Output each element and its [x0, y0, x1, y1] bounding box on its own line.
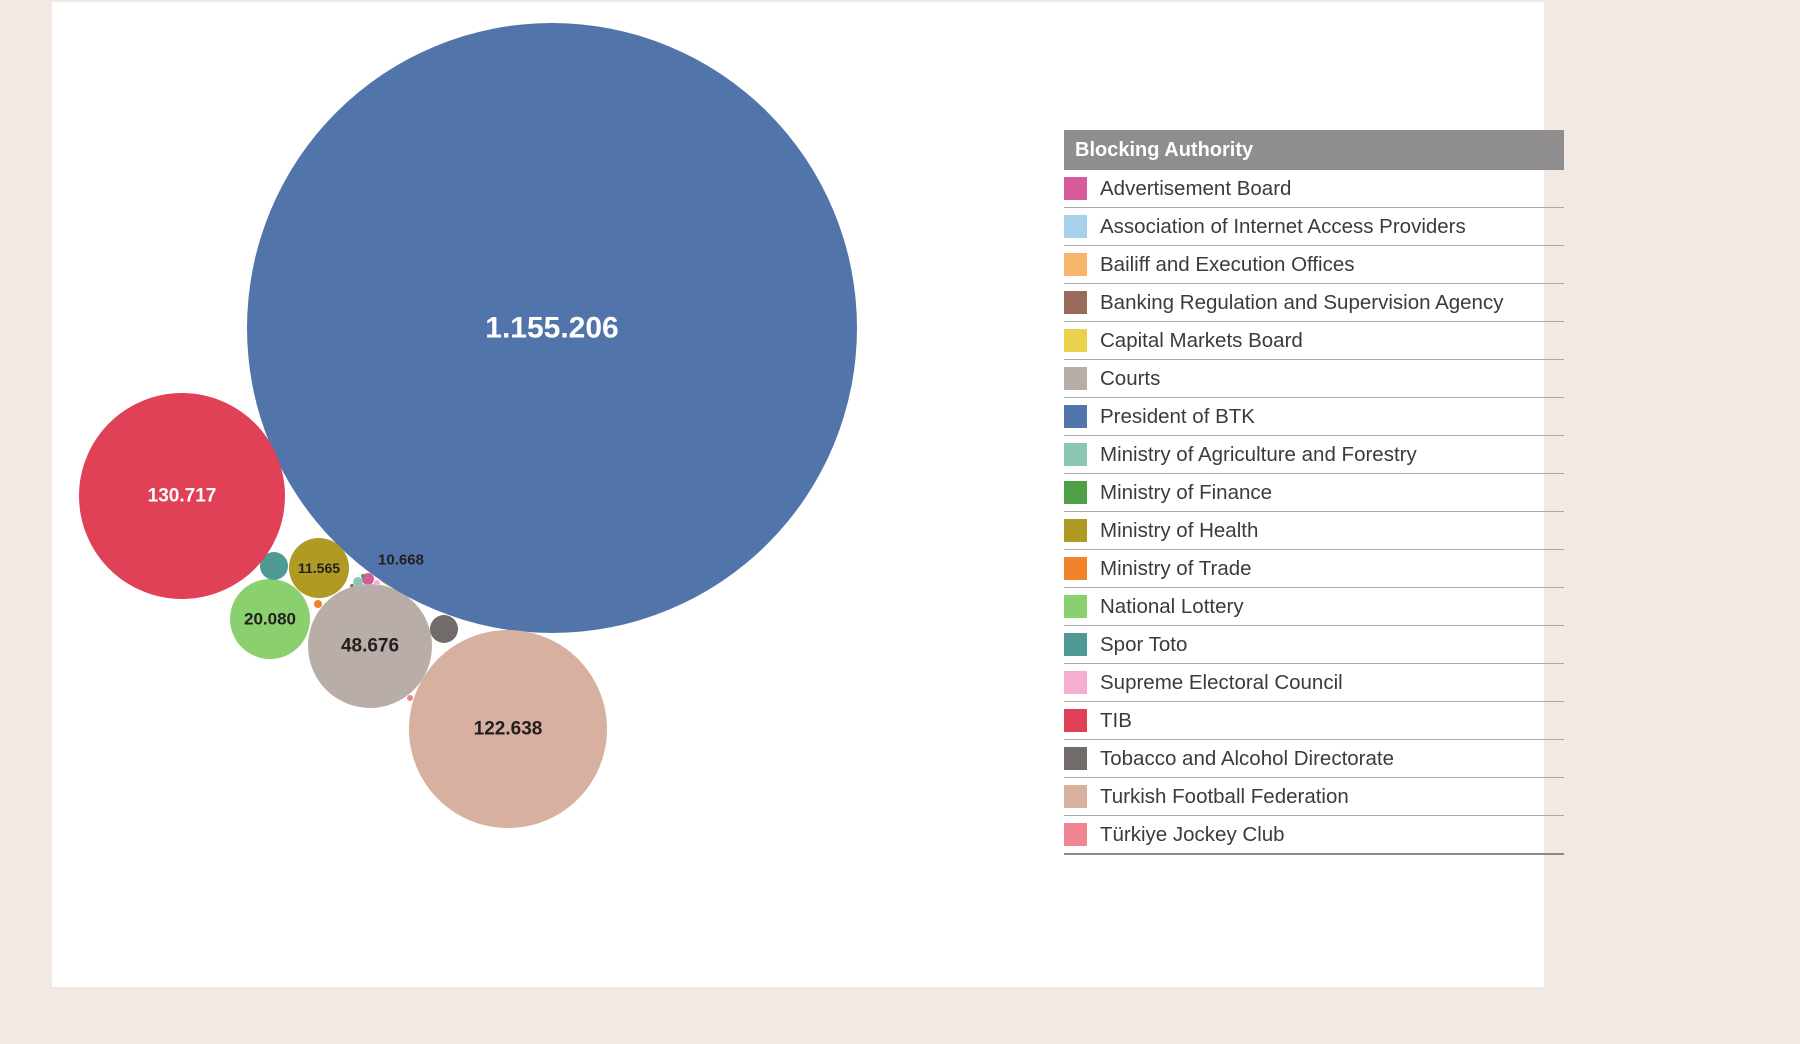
legend-swatch	[1064, 329, 1087, 352]
legend-swatch	[1064, 709, 1087, 732]
legend-item-national-lottery: National Lottery	[1064, 588, 1564, 626]
legend-item-ministry-of-trade: Ministry of Trade	[1064, 550, 1564, 588]
legend-swatch	[1064, 595, 1087, 618]
bubble-turkiye-jockey-club	[407, 695, 413, 701]
data-label-ministry-of-health: 11.565	[298, 560, 340, 576]
data-label-courts: 48.676	[341, 636, 399, 657]
legend-swatch	[1064, 633, 1087, 656]
bubble-ministry-of-trade	[314, 600, 322, 608]
legend-swatch	[1064, 785, 1087, 808]
data-label-tib: 130.717	[148, 486, 217, 507]
legend-swatch	[1064, 519, 1087, 542]
legend-label: Courts	[1100, 366, 1161, 390]
data-label-president-of-btk: 1.155.206	[485, 312, 618, 345]
legend-item-ministry-of-finance: Ministry of Finance	[1064, 474, 1564, 512]
chart-panel: 10.668 48.676 1.155.206 11.565 20.080 130.717…	[52, 2, 1564, 987]
bubble-president-of-btk	[247, 23, 857, 633]
data-label-national-lottery: 20.080	[244, 610, 296, 629]
legend-item-turkish-football-federation: Turkish Football Federation	[1064, 778, 1564, 816]
legend-item-advertisement-board: Advertisement Board	[1064, 170, 1564, 208]
data-label-capital-markets-board: 10.668	[378, 552, 424, 569]
bubble-national-lottery	[230, 579, 310, 659]
legend-item-courts: Courts	[1064, 360, 1564, 398]
legend-item-ministry-of-health: Ministry of Health	[1064, 512, 1564, 550]
legend-item-association-of-internet-access-providers: Association of Internet Access Providers	[1064, 208, 1564, 246]
legend-label: President of BTK	[1100, 404, 1255, 428]
legend-label: Ministry of Agriculture and Forestry	[1100, 442, 1417, 466]
legend-item-ministry-of-agriculture-and-forestry: Ministry of Agriculture and Forestry	[1064, 436, 1564, 474]
bubble-chart: 10.668 48.676 1.155.206 11.565 20.080 130.717…	[79, 23, 857, 828]
legend-swatch	[1064, 443, 1087, 466]
bubble-courts	[308, 584, 432, 708]
legend-label: TIB	[1100, 708, 1132, 732]
legend-swatch	[1064, 215, 1087, 238]
legend-label: National Lottery	[1100, 594, 1244, 618]
legend: Blocking Authority Advertisement Board As…	[1064, 130, 1564, 855]
legend-label: Turkish Football Federation	[1100, 784, 1349, 808]
legend-label: Tobacco and Alcohol Directorate	[1100, 746, 1395, 770]
legend-swatch	[1064, 823, 1087, 846]
legend-swatch	[1064, 367, 1087, 390]
legend-item-tobacco-and-alcohol-directorate: Tobacco and Alcohol Directorate	[1064, 740, 1564, 778]
legend-label: Bailiff and Execution Offices	[1100, 252, 1355, 276]
legend-title: Blocking Authority	[1064, 130, 1564, 170]
legend-swatch	[1064, 405, 1087, 428]
data-label-turkish-football-federation: 122.638	[474, 719, 543, 740]
bubble-tobacco-and-alcohol-directorate	[430, 615, 458, 643]
bubble-supreme-electoral-council	[374, 580, 380, 586]
legend-item-tib: TIB	[1064, 702, 1564, 740]
legend-label: Ministry of Health	[1100, 518, 1259, 542]
legend-swatch	[1064, 557, 1087, 580]
bubble-turkish-football-federation	[409, 630, 607, 828]
legend-label: Türkiye Jockey Club	[1100, 822, 1285, 846]
legend-swatch	[1064, 481, 1087, 504]
legend-swatch	[1064, 177, 1087, 200]
legend-label: Supreme Electoral Council	[1100, 670, 1343, 694]
legend-label: Banking Regulation and Supervision Agenc…	[1100, 290, 1504, 314]
legend-label: Association of Internet Access Providers	[1100, 214, 1466, 238]
legend-item-turkiye-jockey-club: Türkiye Jockey Club	[1064, 816, 1564, 855]
legend-swatch	[1064, 747, 1087, 770]
bubble-ministry-of-finance	[361, 574, 365, 578]
bubble-ministry-of-health	[289, 538, 349, 598]
legend-item-bailiff-and-execution-offices: Bailiff and Execution Offices	[1064, 246, 1564, 284]
legend-item-spor-toto: Spor Toto	[1064, 626, 1564, 664]
legend-label: Spor Toto	[1100, 632, 1188, 656]
legend-list: Advertisement Board Association of Intern…	[1064, 170, 1564, 855]
legend-swatch	[1064, 671, 1087, 694]
legend-label: Ministry of Trade	[1100, 556, 1252, 580]
legend-item-supreme-electoral-council: Supreme Electoral Council	[1064, 664, 1564, 702]
bubble-ministry-of-agriculture-and-forestry	[353, 577, 363, 587]
bubble-tib	[79, 393, 285, 599]
legend-item-banking-regulation-and-supervision-agency: Banking Regulation and Supervision Agenc…	[1064, 284, 1564, 322]
legend-label: Advertisement Board	[1100, 176, 1292, 200]
legend-item-capital-markets-board: Capital Markets Board	[1064, 322, 1564, 360]
legend-swatch	[1064, 253, 1087, 276]
legend-item-president-of-btk: President of BTK	[1064, 398, 1564, 436]
legend-label: Ministry of Finance	[1100, 480, 1273, 504]
legend-swatch	[1064, 291, 1087, 314]
legend-label: Capital Markets Board	[1100, 328, 1303, 352]
bubble-spor-toto	[260, 552, 288, 580]
